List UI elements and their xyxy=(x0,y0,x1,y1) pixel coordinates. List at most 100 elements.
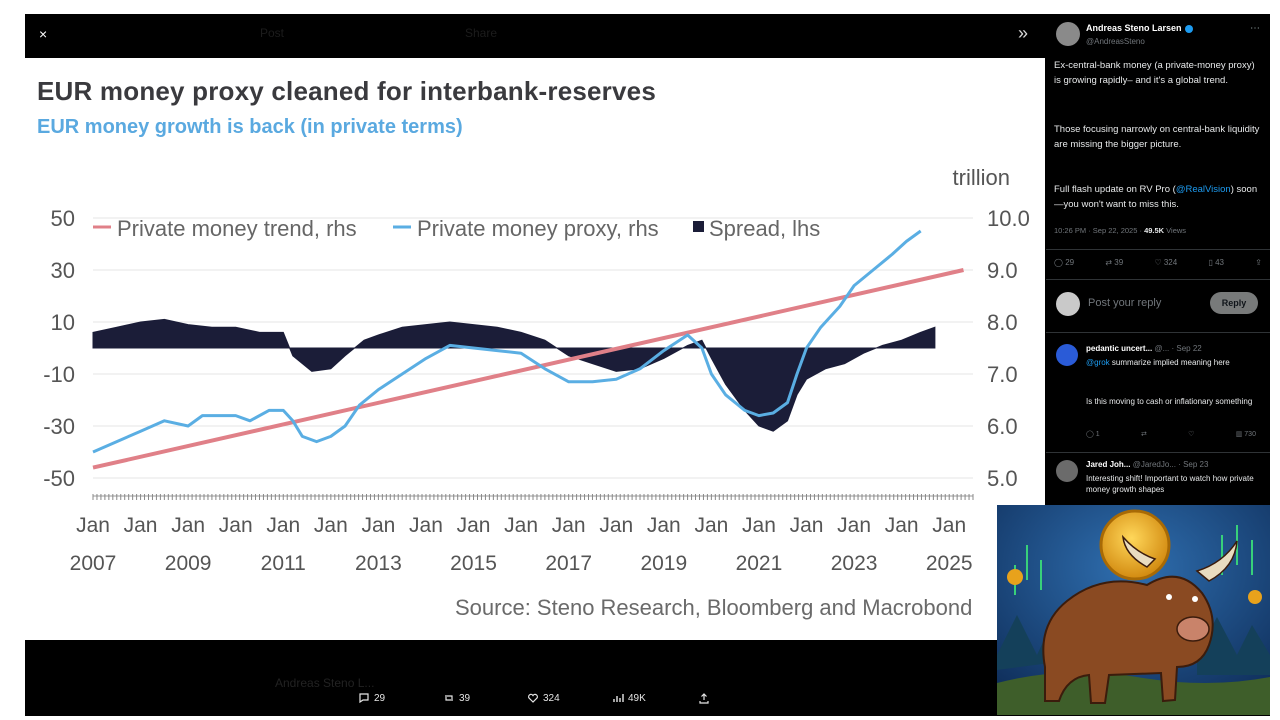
right-tick-label: 8.0 xyxy=(987,310,1018,335)
chart-canvas: 50 30 10 -10 -30 -50 10.0 9.0 8.0 7.0 6.0 5.0 trilli… xyxy=(43,165,1030,620)
comment-handle: @... xyxy=(1154,344,1170,353)
bull-body xyxy=(1042,575,1214,704)
reply-action[interactable]: ◯ 29 xyxy=(1054,258,1074,267)
x-tick-month-label: Jan xyxy=(124,514,158,537)
x-tick-month-label: Jan xyxy=(409,514,443,537)
post-views-count: 49.5K xyxy=(1144,226,1165,235)
repost-icon: ⇄ xyxy=(1105,258,1113,267)
more-options-icon[interactable]: ⋯ xyxy=(1250,23,1260,34)
x-tick-month-label: Jan xyxy=(171,514,205,537)
views-count: 49K xyxy=(628,692,646,704)
right-tick-label: 9.0 xyxy=(987,258,1018,283)
repost-icon xyxy=(445,695,453,701)
close-icon[interactable]: × xyxy=(39,26,48,42)
x-tick-year-label: 2017 xyxy=(545,552,592,575)
x-tick-month-label: Jan xyxy=(76,514,110,537)
x-tick-month-label: Jan xyxy=(647,514,681,537)
small-coin xyxy=(1007,569,1023,585)
views-button[interactable]: 49K xyxy=(612,692,646,704)
divider xyxy=(1046,452,1270,453)
comment-header: pedantic uncert... @... · Sep 22 xyxy=(1086,344,1202,353)
author-avatar[interactable] xyxy=(1056,22,1080,46)
share-button[interactable] xyxy=(698,692,710,704)
x-tick-month-label: Jan xyxy=(361,514,395,537)
x-tick-month-label: Jan xyxy=(790,514,824,537)
left-tick-label: 30 xyxy=(51,258,75,283)
left-tick-label: -10 xyxy=(43,362,75,387)
user-avatar xyxy=(1056,292,1080,316)
right-axis-unit: trillion xyxy=(953,165,1010,190)
comment-views-count: 730 xyxy=(1244,431,1256,438)
like-action[interactable]: ♡ 324 xyxy=(1154,258,1177,267)
comment-icon xyxy=(359,693,369,704)
reply-input[interactable]: Post your reply xyxy=(1088,297,1162,309)
repost-icon: ⇄ xyxy=(1140,431,1147,438)
comment-count: 29 xyxy=(374,692,386,704)
share-icon xyxy=(699,693,709,704)
divider xyxy=(1046,249,1270,250)
series-proxy-line xyxy=(92,229,922,454)
like-icon: ♡ xyxy=(1154,258,1162,267)
share-action[interactable]: ⇪ xyxy=(1255,258,1262,267)
comment-like-action[interactable]: ♡ xyxy=(1188,430,1194,438)
comment-body: @grok summarize implied meaning here xyxy=(1086,357,1261,368)
dim-label-post: Post xyxy=(260,26,285,40)
x-tick-month-label: Jan xyxy=(314,514,348,537)
post-text-3-suffix: ) soon—you won't want to miss this. xyxy=(1054,184,1258,210)
legend-spread-swatch xyxy=(693,221,704,232)
x-tick-year-label: 2015 xyxy=(450,552,497,575)
like-count: 324 xyxy=(543,692,560,704)
bookmark-count: 43 xyxy=(1215,258,1224,267)
chart-source-note: Source: Steno Research, Bloomberg and Ma… xyxy=(455,595,972,620)
x-tick-year-label: 2019 xyxy=(640,552,687,575)
repost-action[interactable]: ⇄ 39 xyxy=(1105,258,1123,267)
dim-label-share: Share xyxy=(465,26,498,40)
comment-button[interactable]: 29 xyxy=(358,692,385,704)
reply-button[interactable]: Reply xyxy=(1210,292,1258,314)
repost-button[interactable]: 39 xyxy=(443,692,470,704)
like-button[interactable]: 324 xyxy=(527,692,560,704)
heart-icon xyxy=(528,693,538,703)
comment-date: · Sep 22 xyxy=(1171,344,1202,353)
bull-eye xyxy=(1192,596,1198,602)
post-text-3: Full flash update on RV Pro (@RealVision… xyxy=(1054,182,1264,212)
post-actions: ◯ 29 ⇄ 39 ♡ 324 ▯ 43 ⇪ xyxy=(1054,258,1262,267)
comment-reply-action[interactable]: ◯ 1 xyxy=(1086,430,1100,438)
x-tick-year-label: 2009 xyxy=(165,552,212,575)
comment-author[interactable]: pedantic uncert... xyxy=(1086,344,1153,353)
author-handle: @AndreasSteno xyxy=(1086,37,1145,46)
comment-handle: @JaredJo... xyxy=(1132,460,1176,469)
reply-icon: ◯ xyxy=(1086,431,1094,438)
author-name-row[interactable]: Andreas Steno Larsen xyxy=(1086,23,1193,33)
small-coin xyxy=(1248,590,1262,604)
realvision-mention-link[interactable]: @RealVision xyxy=(1175,184,1231,195)
next-arrow-icon[interactable]: » xyxy=(1018,23,1029,43)
repost-count-side: 39 xyxy=(1114,258,1124,267)
grok-mention-link[interactable]: @grok xyxy=(1086,358,1110,367)
reply-icon: ◯ xyxy=(1054,258,1063,267)
legend-spread-label: Spread, lhs xyxy=(709,216,820,241)
post-meta: 10:26 PM · Sep 22, 2025 · 49.5K Views xyxy=(1054,226,1186,235)
x-tick-month-label: Jan xyxy=(266,514,300,537)
dim-author: Andreas Steno L... xyxy=(275,676,375,690)
bookmark-action[interactable]: ▯ 43 xyxy=(1208,258,1224,267)
bull-horn-left xyxy=(1121,534,1157,568)
x-tick-month-label: Jan xyxy=(219,514,253,537)
comment-avatar[interactable] xyxy=(1056,460,1078,482)
x-tick-year-label: 2021 xyxy=(736,552,783,575)
comment-avatar[interactable] xyxy=(1056,344,1078,366)
comment-author[interactable]: Jared Joh... xyxy=(1086,460,1131,469)
bull-illustration xyxy=(997,505,1270,715)
comment-repost-action[interactable]: ⇄ xyxy=(1141,430,1147,438)
comment-header: Jared Joh... @JaredJo... · Sep 23 xyxy=(1086,460,1208,469)
x-tick-month-label: Jan xyxy=(599,514,633,537)
x-tick-month-label: Jan xyxy=(885,514,919,537)
x-tick-year-label: 2023 xyxy=(831,552,878,575)
viewer-topbar: × Post Share » xyxy=(25,14,1045,58)
comment-views-action[interactable]: ▥ 730 xyxy=(1236,430,1256,438)
right-tick-label: 10.0 xyxy=(987,206,1030,231)
series-spread-area xyxy=(92,318,936,432)
x-tick-year-label: 2007 xyxy=(70,552,117,575)
comment-text-1: summarize implied meaning here xyxy=(1111,358,1230,367)
pine-trees xyxy=(1197,617,1270,675)
